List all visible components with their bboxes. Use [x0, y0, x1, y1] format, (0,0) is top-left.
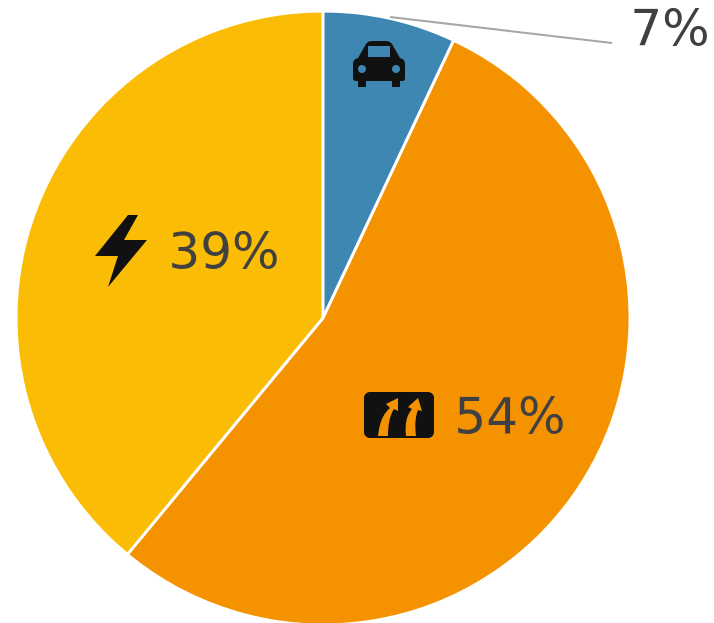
car-icon: [353, 41, 405, 87]
pie-slice: [321, 9, 456, 320]
data-label: 54%: [454, 388, 565, 446]
data-label: 7%: [630, 0, 709, 58]
pie-slice: [14, 9, 325, 557]
data-label: 39%: [168, 223, 279, 281]
road-icon: [364, 392, 434, 438]
pie-slice: [125, 38, 632, 623]
slices: [14, 9, 632, 623]
lightning-icon: [95, 215, 147, 287]
leader-line: [389, 16, 613, 44]
